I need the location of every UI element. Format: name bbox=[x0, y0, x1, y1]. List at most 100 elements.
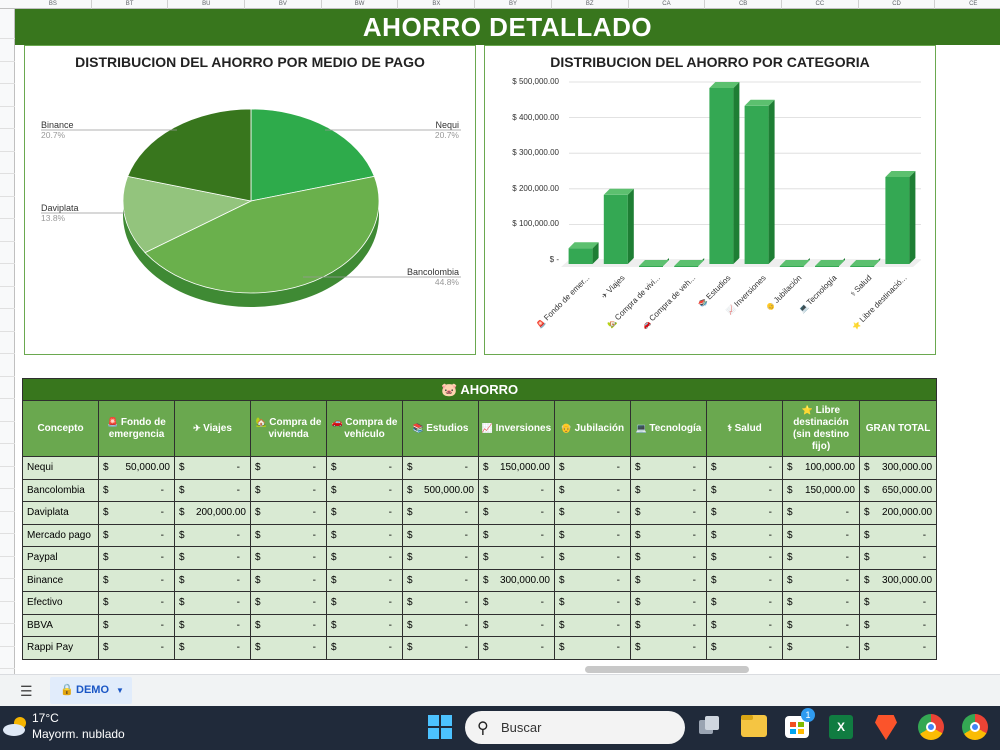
amount-cell[interactable]: $ - bbox=[98, 523, 175, 547]
amount-cell[interactable]: $50,000.00 bbox=[98, 456, 175, 480]
amount-cell[interactable]: $ - bbox=[478, 523, 555, 547]
amount-cell[interactable]: $ - bbox=[250, 456, 327, 480]
row-header[interactable] bbox=[0, 220, 15, 242]
amount-cell[interactable]: $ - bbox=[174, 591, 251, 615]
pie-slice-binance[interactable] bbox=[127, 108, 252, 202]
row-header[interactable] bbox=[0, 265, 15, 287]
amount-cell[interactable]: $ - bbox=[478, 636, 555, 660]
amount-cell[interactable]: $ - bbox=[554, 568, 631, 592]
concept-cell[interactable]: Bancolombia bbox=[22, 478, 99, 502]
amount-cell[interactable]: $ - bbox=[174, 546, 251, 570]
row-header[interactable] bbox=[0, 377, 15, 399]
column-header-cell[interactable]: 🏡 Compra de vivienda bbox=[250, 400, 327, 457]
weather-widget[interactable]: 17°C Mayorm. nublado bbox=[2, 709, 142, 745]
pie-slice-bancolombia[interactable] bbox=[144, 175, 380, 294]
amount-cell[interactable]: $ - bbox=[478, 591, 555, 615]
amount-cell[interactable]: $200,000.00 bbox=[174, 501, 251, 525]
pie-slice-nequi[interactable] bbox=[250, 108, 375, 202]
amount-cell[interactable]: $ - bbox=[174, 478, 251, 502]
row-header[interactable] bbox=[0, 40, 15, 62]
amount-cell[interactable]: $ - bbox=[706, 478, 783, 502]
concept-cell[interactable]: Paypal bbox=[22, 546, 99, 570]
row-header[interactable] bbox=[0, 310, 15, 332]
amount-cell[interactable]: $ - bbox=[326, 478, 403, 502]
column-header[interactable]: BT bbox=[92, 0, 169, 9]
row-header[interactable] bbox=[0, 557, 15, 579]
amount-cell[interactable]: $ - bbox=[782, 636, 860, 660]
column-header-cell[interactable]: ⚕ Salud bbox=[706, 400, 783, 457]
amount-cell[interactable]: $ - bbox=[326, 501, 403, 525]
concept-cell[interactable]: Binance bbox=[22, 568, 99, 592]
amount-cell[interactable]: $ - bbox=[478, 501, 555, 525]
amount-cell[interactable]: $ - bbox=[98, 613, 175, 637]
row-header[interactable] bbox=[0, 512, 15, 534]
amount-cell[interactable]: $ - bbox=[326, 613, 403, 637]
amount-cell[interactable]: $ - bbox=[858, 613, 938, 637]
row-header[interactable] bbox=[0, 535, 15, 557]
amount-cell[interactable]: $ - bbox=[402, 523, 479, 547]
amount-cell[interactable]: $ - bbox=[98, 591, 175, 615]
bar-7[interactable] bbox=[815, 258, 845, 267]
amount-cell[interactable]: $ - bbox=[326, 636, 403, 660]
amount-cell[interactable]: $ - bbox=[782, 568, 860, 592]
column-header-cell[interactable]: Concepto bbox=[22, 400, 99, 457]
amount-cell[interactable]: $ - bbox=[706, 636, 783, 660]
column-header-cell[interactable]: 📚 Estudios bbox=[402, 400, 479, 457]
column-header[interactable]: BW bbox=[322, 0, 399, 9]
concept-cell[interactable]: Mercado pago bbox=[22, 523, 99, 547]
row-header[interactable] bbox=[0, 445, 15, 467]
amount-cell[interactable]: $ - bbox=[250, 523, 327, 547]
bar-9[interactable] bbox=[885, 171, 916, 264]
amount-cell[interactable]: $100,000.00 bbox=[782, 456, 860, 480]
bar-4[interactable] bbox=[709, 82, 740, 264]
amount-cell[interactable]: $ - bbox=[554, 523, 631, 547]
task-view-icon[interactable] bbox=[699, 716, 721, 736]
amount-cell[interactable]: $ - bbox=[250, 568, 327, 592]
bar-1[interactable] bbox=[603, 188, 634, 264]
amount-cell[interactable]: $ - bbox=[630, 501, 707, 525]
amount-cell[interactable]: $ - bbox=[706, 501, 783, 525]
column-header[interactable]: BZ bbox=[552, 0, 629, 9]
amount-cell[interactable]: $ - bbox=[782, 523, 860, 547]
amount-cell[interactable]: $ - bbox=[250, 613, 327, 637]
row-header[interactable] bbox=[0, 197, 15, 219]
amount-cell[interactable]: $ - bbox=[554, 636, 631, 660]
row-header[interactable] bbox=[0, 152, 15, 174]
amount-cell[interactable]: $ - bbox=[630, 523, 707, 547]
amount-cell[interactable]: $ - bbox=[706, 591, 783, 615]
row-header[interactable] bbox=[0, 62, 15, 84]
horizontal-scrollbar[interactable] bbox=[585, 666, 749, 673]
row-header[interactable] bbox=[0, 602, 15, 624]
amount-cell[interactable]: $ - bbox=[706, 613, 783, 637]
amount-cell[interactable]: $300,000.00 bbox=[858, 456, 938, 480]
amount-cell[interactable]: $ - bbox=[858, 523, 938, 547]
chrome-icon[interactable] bbox=[918, 714, 944, 740]
amount-cell[interactable]: $200,000.00 bbox=[858, 501, 938, 525]
amount-cell[interactable]: $ - bbox=[630, 478, 707, 502]
amount-cell[interactable]: $ - bbox=[630, 636, 707, 660]
amount-cell[interactable]: $ - bbox=[250, 546, 327, 570]
amount-cell[interactable]: $ - bbox=[174, 523, 251, 547]
amount-cell[interactable]: $300,000.00 bbox=[858, 568, 938, 592]
column-header[interactable]: CD bbox=[859, 0, 936, 9]
amount-cell[interactable]: $ - bbox=[554, 591, 631, 615]
amount-cell[interactable]: $ - bbox=[782, 613, 860, 637]
amount-cell[interactable]: $ - bbox=[250, 478, 327, 502]
amount-cell[interactable]: $ - bbox=[706, 568, 783, 592]
microsoft-store-icon[interactable]: 1 bbox=[785, 708, 815, 738]
amount-cell[interactable]: $ - bbox=[858, 546, 938, 570]
amount-cell[interactable]: $ - bbox=[326, 546, 403, 570]
amount-cell[interactable]: $ - bbox=[782, 591, 860, 615]
amount-cell[interactable]: $300,000.00 bbox=[478, 568, 555, 592]
row-header[interactable] bbox=[0, 467, 15, 489]
amount-cell[interactable]: $ - bbox=[858, 636, 938, 660]
column-header[interactable]: CA bbox=[629, 0, 706, 9]
amount-cell[interactable]: $ - bbox=[98, 568, 175, 592]
amount-cell[interactable]: $ - bbox=[554, 501, 631, 525]
amount-cell[interactable]: $150,000.00 bbox=[782, 478, 860, 502]
amount-cell[interactable]: $ - bbox=[706, 456, 783, 480]
amount-cell[interactable]: $ - bbox=[174, 568, 251, 592]
bar-6[interactable] bbox=[779, 258, 810, 267]
row-header[interactable] bbox=[0, 287, 15, 309]
amount-cell[interactable]: $ - bbox=[402, 568, 479, 592]
